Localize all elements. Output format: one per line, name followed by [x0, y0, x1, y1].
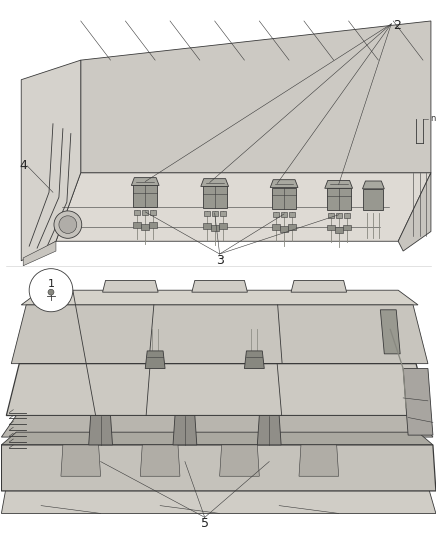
Polygon shape	[327, 188, 350, 210]
Polygon shape	[270, 180, 298, 188]
Polygon shape	[88, 416, 113, 445]
Polygon shape	[325, 181, 353, 188]
Polygon shape	[11, 305, 428, 364]
Polygon shape	[149, 222, 157, 228]
Polygon shape	[173, 416, 197, 445]
Polygon shape	[343, 224, 350, 230]
Polygon shape	[244, 351, 264, 368]
Polygon shape	[219, 211, 226, 216]
Polygon shape	[281, 212, 287, 217]
Text: 5: 5	[201, 518, 209, 530]
Polygon shape	[203, 223, 211, 229]
Text: 2: 2	[393, 19, 401, 32]
Polygon shape	[140, 445, 180, 477]
Polygon shape	[344, 213, 350, 217]
Polygon shape	[133, 222, 141, 228]
Polygon shape	[299, 445, 339, 477]
Text: 1: 1	[47, 279, 54, 289]
Polygon shape	[212, 211, 218, 216]
Polygon shape	[204, 211, 210, 216]
Polygon shape	[6, 364, 430, 416]
Polygon shape	[61, 445, 101, 477]
Polygon shape	[272, 224, 280, 230]
Polygon shape	[272, 188, 296, 209]
Circle shape	[29, 269, 73, 312]
Polygon shape	[1, 445, 436, 491]
Polygon shape	[291, 280, 346, 292]
Polygon shape	[56, 173, 431, 241]
Circle shape	[59, 216, 77, 233]
Polygon shape	[142, 210, 148, 215]
Polygon shape	[335, 227, 343, 233]
Polygon shape	[203, 187, 226, 208]
Polygon shape	[328, 213, 334, 217]
Polygon shape	[134, 210, 140, 215]
Polygon shape	[398, 173, 431, 251]
Polygon shape	[219, 223, 226, 229]
Polygon shape	[141, 224, 149, 230]
Circle shape	[54, 211, 82, 238]
Polygon shape	[211, 225, 219, 231]
Polygon shape	[273, 212, 279, 217]
Polygon shape	[336, 213, 342, 217]
Polygon shape	[81, 21, 431, 173]
Polygon shape	[280, 226, 288, 232]
Polygon shape	[380, 310, 400, 354]
Text: n: n	[430, 114, 435, 123]
Polygon shape	[23, 241, 56, 266]
Polygon shape	[102, 280, 158, 292]
Polygon shape	[363, 181, 384, 189]
Polygon shape	[258, 416, 281, 445]
Polygon shape	[21, 60, 81, 261]
Polygon shape	[131, 177, 159, 185]
Polygon shape	[219, 445, 259, 477]
Polygon shape	[403, 368, 433, 435]
Polygon shape	[288, 224, 296, 230]
Polygon shape	[1, 416, 433, 437]
Polygon shape	[364, 189, 383, 211]
Polygon shape	[1, 432, 433, 445]
Polygon shape	[150, 210, 156, 215]
Polygon shape	[1, 486, 436, 513]
Text: 3: 3	[215, 254, 223, 267]
Polygon shape	[327, 224, 335, 230]
Polygon shape	[133, 185, 157, 207]
Polygon shape	[289, 212, 295, 217]
Polygon shape	[201, 179, 229, 187]
Polygon shape	[192, 280, 247, 292]
Polygon shape	[145, 351, 165, 368]
Circle shape	[48, 289, 54, 295]
Text: 4: 4	[19, 159, 27, 172]
Polygon shape	[21, 290, 418, 305]
